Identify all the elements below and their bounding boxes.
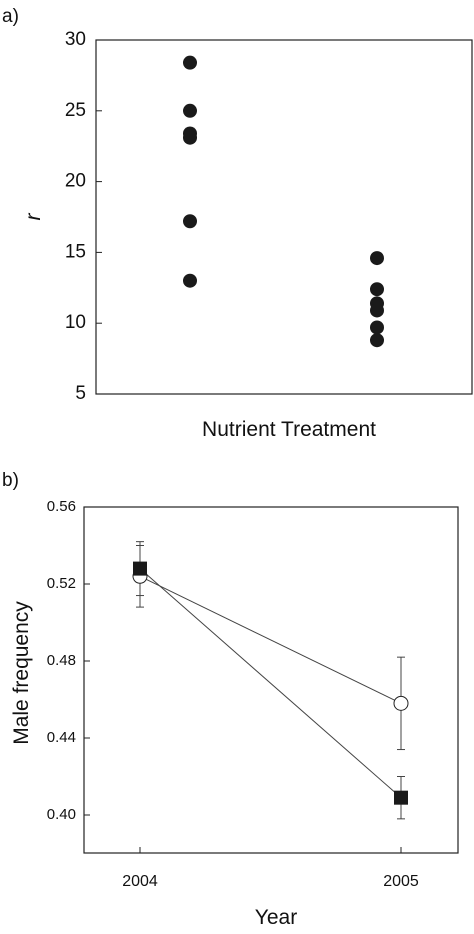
y-tick-label: 20 (65, 171, 86, 192)
panel-b-y-axis: 0.40 0.44 0.48 0.52 0.56 (47, 498, 90, 823)
data-point (370, 303, 384, 318)
panel-b-series (132, 541, 409, 820)
x-tick-label: 2004 (122, 873, 158, 890)
data-point (183, 130, 197, 145)
data-point (393, 695, 409, 711)
y-tick-label: 0.44 (47, 729, 76, 746)
panel-b-label: b) (2, 470, 19, 491)
data-point (183, 103, 197, 118)
y-tick-label: 25 (65, 100, 86, 121)
y-tick-label: 15 (65, 241, 86, 262)
y-tick-label: 30 (65, 29, 86, 50)
data-point (183, 214, 197, 229)
y-tick-label: 0.52 (47, 575, 76, 592)
panel-a-x-axis-title: Nutrient Treatment (202, 418, 376, 441)
data-point (133, 561, 147, 576)
data-point (370, 333, 384, 348)
panel-a-label: a) (2, 6, 19, 27)
panel-b-x-axis-title: Year (255, 906, 297, 929)
data-point (394, 790, 408, 805)
series-line (139, 575, 402, 704)
data-point (370, 282, 384, 297)
panel-b-y-axis-title: Male frequency (10, 601, 33, 745)
panel-a: a) 5 10 15 20 25 30 Nutrient Treatment r (2, 6, 473, 441)
data-point (370, 251, 384, 266)
panel-a-y-axis: 5 10 15 20 25 30 (65, 29, 102, 404)
panel-b-plot-frame (83, 506, 459, 854)
panel-a-points (183, 55, 384, 348)
data-point (370, 320, 384, 335)
panel-a-y-axis-title: r (22, 213, 45, 221)
y-tick-label: 0.40 (47, 806, 76, 823)
x-tick-label: 2005 (383, 873, 419, 890)
data-point (183, 273, 197, 288)
panel-b: b) 0.40 0.44 0.48 0.52 0.56 2004 2005 Year Ma… (2, 470, 459, 929)
data-point (183, 55, 197, 70)
panel-b-x-axis: 2004 2005 (122, 847, 419, 890)
y-tick-label: 0.56 (47, 498, 76, 515)
y-tick-label: 0.48 (47, 652, 76, 669)
y-tick-label: 10 (65, 312, 86, 333)
y-tick-label: 5 (75, 383, 86, 404)
panel-a-plot-frame (95, 39, 473, 395)
series-line (139, 568, 402, 799)
